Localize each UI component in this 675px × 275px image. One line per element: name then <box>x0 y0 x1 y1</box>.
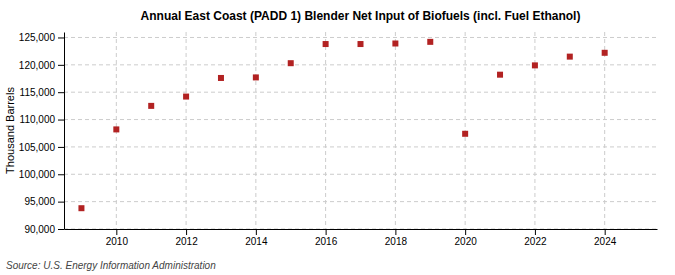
tick-label: 2024 <box>594 236 617 247</box>
tick-mark <box>535 229 536 235</box>
tick: 2020 <box>455 229 478 247</box>
grid-line <box>64 119 657 120</box>
axis-line <box>65 229 658 230</box>
tick-mark <box>58 202 64 203</box>
grid <box>64 32 657 229</box>
tick-label: 100,000 <box>19 169 56 180</box>
tick: 2014 <box>245 229 268 247</box>
point <box>253 74 259 80</box>
tick-mark <box>58 120 64 121</box>
point <box>358 41 364 47</box>
grid-line <box>64 229 657 230</box>
tick-label: 105,000 <box>19 142 56 153</box>
tick-label: 125,000 <box>19 32 56 43</box>
tick: 90,000 <box>24 224 64 235</box>
tick-label: 2016 <box>315 236 338 247</box>
grid-line <box>64 174 657 175</box>
tick: 95,000 <box>24 196 64 207</box>
source: Source: U.S. Energy Information Administ… <box>6 260 216 271</box>
points <box>78 39 607 211</box>
grid-line <box>255 32 256 229</box>
tick-mark <box>58 147 64 148</box>
tick-label: 2020 <box>455 236 478 247</box>
point <box>323 41 329 47</box>
point <box>427 39 433 45</box>
grid-line <box>64 37 657 38</box>
point <box>462 131 468 137</box>
point <box>497 72 503 78</box>
grid-line <box>64 201 657 202</box>
point <box>183 94 189 100</box>
tick-mark <box>256 229 257 235</box>
tick-label: 2010 <box>106 236 129 247</box>
tick: 2018 <box>385 229 408 247</box>
tick-label: 90,000 <box>24 224 55 235</box>
tick-label: 110,000 <box>20 114 56 125</box>
tick-mark <box>58 37 64 38</box>
tick-mark <box>465 229 466 235</box>
tick-label: 115,000 <box>20 87 56 98</box>
tick-label: 2022 <box>524 236 547 247</box>
tick: 110,000 <box>20 114 64 125</box>
grid-line <box>465 32 466 229</box>
grid-line <box>186 32 187 229</box>
grid-line <box>604 32 605 229</box>
chart: 2010 2012 2014 2016 2018 2020 2022 2024 90,000 95… <box>0 0 675 275</box>
grid-line <box>64 64 657 65</box>
tick-mark <box>605 229 606 235</box>
grid-line <box>395 32 396 229</box>
tick: 115,000 <box>20 87 64 98</box>
point <box>532 62 538 68</box>
point <box>148 103 154 109</box>
tick: 2012 <box>175 229 198 247</box>
tick-label: 2018 <box>385 236 408 247</box>
tick: 2016 <box>315 229 338 247</box>
point <box>113 126 119 132</box>
tick-mark <box>58 65 64 66</box>
tick: 100,000 <box>19 169 64 180</box>
point <box>602 50 608 56</box>
point <box>288 60 294 66</box>
tick-label: 95,000 <box>24 196 55 207</box>
tick: 105,000 <box>19 142 64 153</box>
tick-label: 120,000 <box>19 60 56 71</box>
y-axis-title: Thousand Barrels <box>4 87 16 174</box>
tick-mark <box>326 229 327 235</box>
y-axis: 90,000 95,000 100,000 105,000 110,000 115,000… <box>19 32 65 235</box>
tick-mark <box>116 229 117 235</box>
tick-label: 2014 <box>245 236 268 247</box>
point <box>392 40 398 46</box>
tick: 2010 <box>106 229 129 247</box>
grid-line <box>64 146 657 147</box>
tick-mark <box>58 229 64 230</box>
tick: 2024 <box>594 229 617 247</box>
axis-line <box>64 33 65 230</box>
tick-mark <box>58 92 64 93</box>
point <box>567 54 573 60</box>
x-axis: 2010 2012 2014 2016 2018 2020 2022 2024 <box>65 229 658 247</box>
plot: 2010 2012 2014 2016 2018 2020 2022 2024 90,000 95… <box>19 32 658 247</box>
grid-line <box>325 32 326 229</box>
tick-mark <box>186 229 187 235</box>
tick-label: 2012 <box>175 236 198 247</box>
tick: 2022 <box>524 229 547 247</box>
point <box>78 205 84 211</box>
point <box>218 75 224 81</box>
tick: 125,000 <box>19 32 64 43</box>
tick-mark <box>395 229 396 235</box>
grid-line <box>534 32 535 229</box>
tick: 120,000 <box>19 60 64 71</box>
grid-line <box>64 92 657 93</box>
title: Annual East Coast (PADD 1) Blender Net I… <box>141 9 581 23</box>
tick-mark <box>58 174 64 175</box>
